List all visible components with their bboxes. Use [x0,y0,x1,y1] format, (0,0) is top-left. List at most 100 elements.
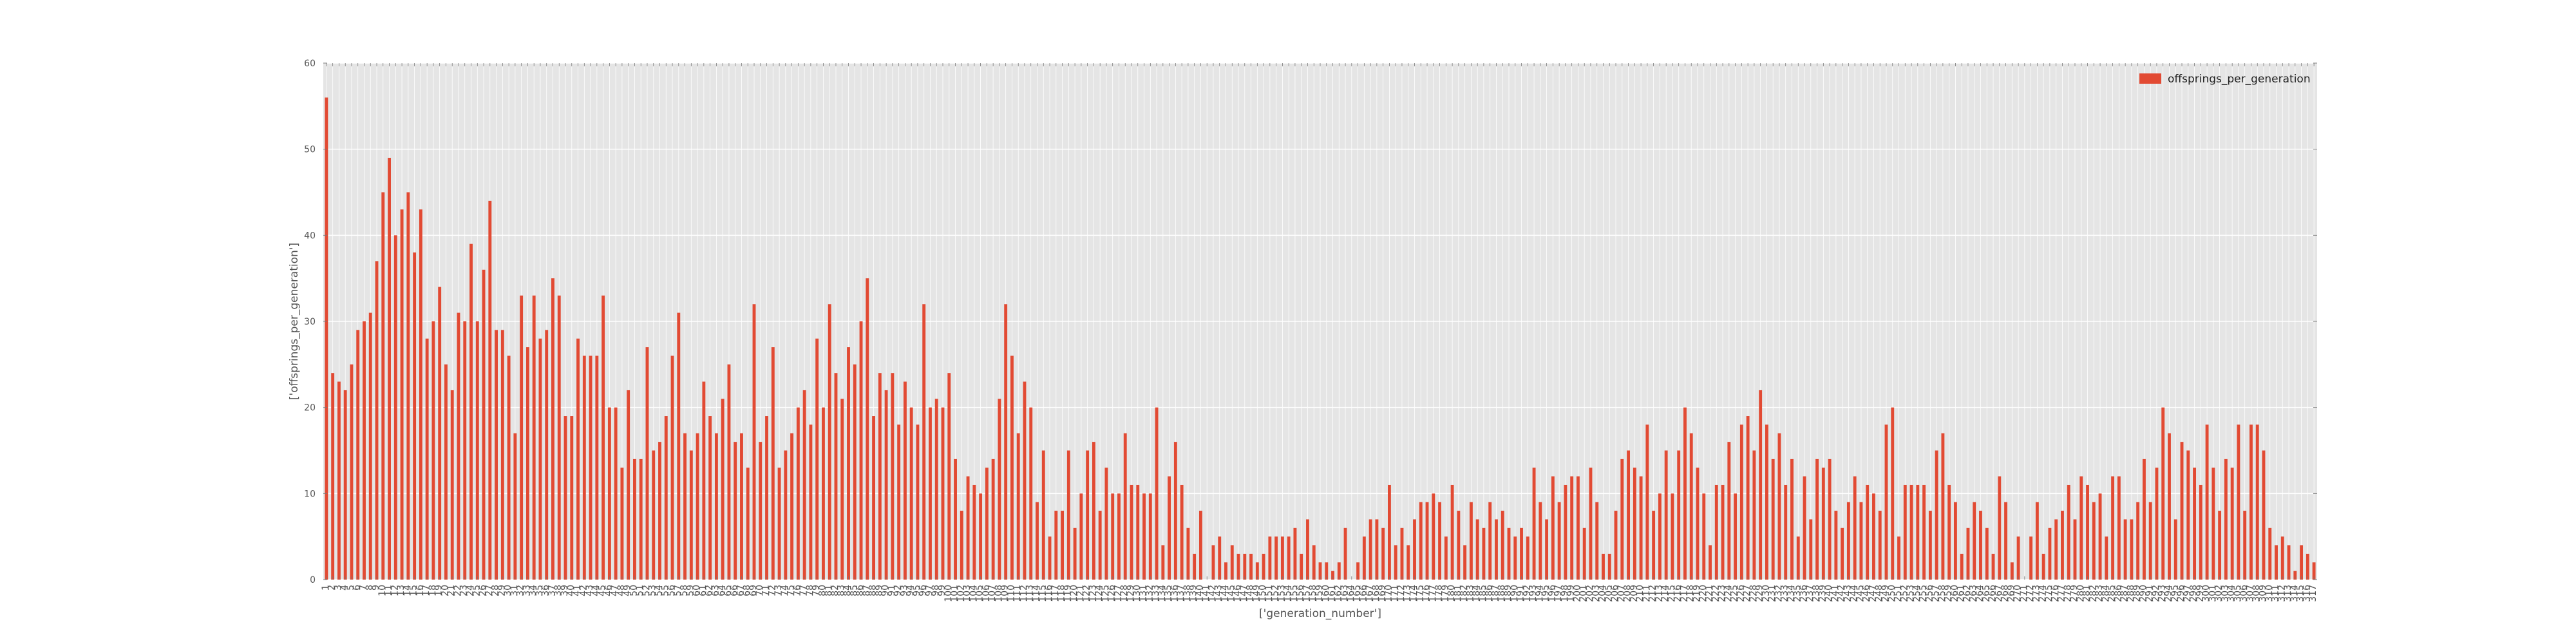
bar [425,338,429,580]
x-tick-label: 239 [1817,585,1828,602]
bar [582,355,586,580]
bar [1702,493,1706,580]
x-tick-label: 306 [2239,585,2249,602]
x-tick-label: 24 [466,585,476,596]
bar [802,390,806,580]
x-tick-label: 55 [660,585,670,596]
x-tick-label: 238 [1812,585,1822,602]
bar [1878,511,1882,580]
bar [2224,459,2228,580]
bar [2016,536,2020,580]
x-tick-label: 216 [1673,585,1683,602]
bar [444,364,448,580]
x-tick-label: 262 [1962,585,1973,602]
bar [1916,484,1920,580]
bar [1249,553,1253,580]
bar [1928,511,1932,580]
x-tick-label: 134 [1157,585,1168,602]
bar [966,476,970,580]
bar [2306,553,2309,580]
x-tick-label: 268 [2000,585,2011,602]
bar [1841,527,1844,580]
bar [1570,476,1574,580]
bar [1356,562,1360,580]
x-tick-label: 47 [610,585,620,596]
bar [1828,459,1832,580]
x-tick-label: 297 [2183,585,2193,602]
x-tick-label: 50 [629,585,639,596]
bar [1368,519,1372,580]
bar [2161,407,2165,580]
x-tick-label: 74 [780,585,790,596]
bar [1161,545,1165,580]
bar [1098,511,1102,580]
x-tick-label: 266 [1987,585,1998,602]
bar [1230,545,1234,580]
x-tick-label: 205 [1604,585,1614,602]
x-tick-label: 107 [987,585,998,602]
bar [2300,545,2304,580]
x-tick-label: 242 [1837,585,1847,602]
bar [765,416,768,580]
x-tick-label: 247 [1868,585,1878,602]
x-tick-label: 228 [1748,585,1759,602]
bar [934,399,938,580]
x-tick-label: 112 [1019,585,1029,602]
bar [872,416,876,580]
bar [1155,407,1159,580]
x-tick-label: 317 [2308,585,2318,602]
bar [903,381,907,580]
x-tick-label: 101 [950,585,960,602]
x-tick-label: 10 [377,585,388,596]
bar [1104,468,1108,580]
bar [1683,407,1687,580]
x-tick-label: 40 [566,585,576,596]
x-tick-label: 53 [648,585,658,596]
x-tick-label: 5 [346,585,356,591]
bar [815,338,819,580]
x-tick-label: 51 [635,585,645,596]
bar [413,252,417,580]
x-tick-label: 117 [1050,585,1061,602]
bar [595,355,599,580]
bar [960,511,963,580]
x-tick-label: 20 [440,585,450,596]
x-tick-label: 263 [1969,585,1979,602]
bar [1300,553,1303,580]
x-tick-label: 118 [1057,585,1067,602]
x-tick-label: 98 [931,585,941,596]
bar [1117,493,1121,580]
x-tick-label: 21 [446,585,457,596]
bar [2148,502,2152,580]
x-tick-label: 280 [2076,585,2086,602]
bar [1394,545,1397,580]
x-tick-label: 79 [811,585,822,596]
bar [1734,493,1738,580]
bar [538,338,542,580]
bar [2010,562,2014,580]
x-tick-label: 125 [1101,585,1111,602]
x-tick-label: 58 [679,585,690,596]
bar [2193,468,2196,580]
bar [1796,536,1800,580]
bar [1689,433,1693,580]
bar [1482,527,1486,580]
bar [614,407,618,580]
x-tick-label: 235 [1792,585,1803,602]
x-tick-label: 39 [560,585,570,596]
x-tick-label: 166 [1358,585,1368,602]
bar [438,287,442,580]
x-tick-label: 261 [1956,585,1966,602]
bar [570,416,574,580]
x-tick-label: 35 [535,585,545,596]
x-tick-label: 313 [2283,585,2293,602]
x-tick-label: 265 [1981,585,1991,602]
bar [1268,536,1272,580]
bar [1413,519,1416,580]
x-tick-label: 267 [1994,585,2004,602]
x-tick-label: 4 [339,585,350,591]
x-tick-label: 156 [1296,585,1306,602]
x-tick-label: 204 [1597,585,1607,602]
x-tick-label: 182 [1459,585,1470,602]
bar [1652,511,1656,580]
